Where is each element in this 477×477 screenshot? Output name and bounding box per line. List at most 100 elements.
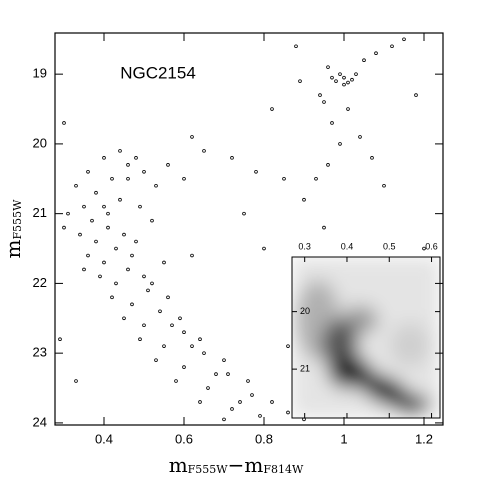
inset-x-tick-label: 0.4	[341, 241, 354, 251]
star-point	[74, 183, 78, 188]
star-point	[350, 77, 354, 82]
star-point	[414, 93, 418, 97]
star-point	[346, 80, 350, 85]
star-point	[74, 379, 78, 383]
y-tick-label: 22	[33, 275, 47, 290]
star-point	[142, 274, 146, 279]
star-point	[354, 72, 358, 76]
star-point	[182, 330, 186, 335]
star-point	[170, 323, 174, 328]
plot-frame	[54, 32, 444, 426]
star-point	[370, 156, 374, 160]
star-point	[154, 183, 158, 188]
star-point	[94, 190, 98, 195]
star-point	[102, 156, 106, 160]
y-tick-label: 19	[33, 66, 47, 81]
star-point	[330, 121, 334, 125]
star-point	[182, 365, 186, 369]
star-point	[150, 218, 154, 223]
star-point	[154, 358, 158, 362]
star-point	[102, 260, 106, 265]
star-point	[146, 288, 150, 293]
star-point	[362, 58, 366, 63]
density-map	[292, 257, 440, 418]
star-point	[230, 407, 234, 411]
star-point	[214, 372, 218, 376]
star-point	[346, 107, 350, 111]
star-point	[342, 75, 346, 80]
star-point	[338, 142, 342, 146]
inset-y-tick-label: 20	[300, 306, 310, 316]
star-point	[122, 232, 126, 237]
star-point	[182, 176, 186, 181]
star-point	[202, 149, 206, 153]
star-point	[190, 253, 194, 258]
star-point	[142, 323, 146, 328]
x-label-part: F814W	[263, 463, 304, 476]
x-label-part: F555W	[188, 463, 229, 476]
star-point	[286, 410, 290, 415]
inset: 0.3 0.4 0.5 0.6 20 21	[291, 241, 441, 419]
y-label-part: m	[1, 239, 25, 258]
star-point	[86, 170, 90, 174]
inset-x-tick-label: 0.6	[425, 241, 438, 251]
star-point	[382, 183, 386, 188]
star-point	[190, 344, 194, 348]
star-point	[374, 51, 378, 56]
star-point	[198, 400, 202, 404]
star-point	[334, 79, 338, 83]
star-point	[130, 302, 134, 307]
star-point	[314, 176, 318, 181]
x-tick-label: 1.2	[415, 431, 433, 446]
star-point	[118, 197, 122, 202]
star-point	[282, 176, 286, 181]
star-point	[326, 65, 330, 69]
y-tick-label: 21	[33, 205, 47, 220]
star-point	[126, 267, 130, 272]
star-point	[90, 218, 94, 223]
star-point	[294, 44, 298, 49]
inset-frame	[291, 256, 441, 419]
y-tick-label: 24	[33, 414, 47, 429]
star-point	[138, 204, 142, 209]
star-point	[66, 211, 70, 216]
star-point	[298, 79, 302, 83]
star-point	[106, 225, 110, 230]
y-tick-label: 23	[33, 345, 47, 360]
star-point	[318, 93, 322, 97]
inset-y-tick-label: 21	[300, 364, 310, 374]
x-tick-label: 0.6	[175, 431, 193, 446]
star-point	[390, 44, 394, 49]
star-point	[358, 135, 362, 139]
star-point	[322, 100, 326, 104]
star-point	[134, 156, 138, 160]
x-axis-label: mF555W−mF814W	[169, 453, 304, 477]
star-point	[158, 309, 162, 314]
star-point	[322, 225, 326, 230]
star-point	[106, 211, 110, 216]
star-point	[302, 197, 306, 202]
star-point	[258, 414, 262, 418]
x-tick-label: 0.4	[95, 431, 113, 446]
star-point	[190, 135, 194, 139]
star-point	[78, 232, 82, 237]
star-point	[110, 176, 114, 181]
cluster-label: NGC2154	[120, 63, 196, 82]
star-point	[142, 170, 146, 174]
star-point	[134, 239, 138, 244]
star-point	[330, 75, 334, 80]
star-point	[250, 393, 254, 397]
x-label-part: m	[169, 453, 188, 477]
star-point	[62, 225, 66, 230]
y-axis-label: mF555W	[1, 199, 25, 259]
star-point	[150, 281, 154, 286]
star-point	[58, 337, 62, 342]
star-point	[222, 417, 226, 422]
star-point	[62, 121, 66, 125]
star-point	[198, 337, 202, 342]
x-tick-label: 0.8	[255, 431, 273, 446]
star-point	[338, 72, 342, 76]
x-tick-label: 1	[340, 431, 347, 446]
star-point	[178, 316, 182, 321]
star-point	[226, 372, 230, 376]
